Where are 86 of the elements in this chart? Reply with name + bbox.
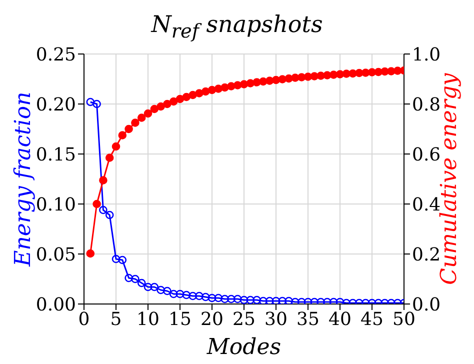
y2-tick-label: 1.0 (412, 44, 441, 66)
y-tick-label: 0.15 (36, 144, 76, 166)
y2-tick-label: 0.2 (412, 244, 441, 266)
point (124, 124, 133, 134)
point (329, 298, 338, 304)
point (144, 282, 152, 292)
point (252, 296, 261, 304)
point (163, 286, 172, 296)
point (188, 90, 197, 100)
y-axis-title: Energy fraction (11, 92, 36, 268)
point (86, 249, 95, 258)
point (214, 294, 223, 302)
point (112, 142, 120, 151)
point (227, 294, 236, 304)
point (265, 296, 274, 304)
point (316, 298, 325, 304)
point (150, 282, 159, 292)
x-axis-title: Modes (206, 335, 282, 360)
x-tick-label: 25 (232, 308, 256, 330)
point (92, 100, 101, 108)
x-tick-label: 5 (110, 308, 122, 330)
point (310, 298, 319, 304)
point (137, 278, 146, 288)
point (195, 292, 204, 300)
point (208, 294, 216, 302)
point (278, 296, 287, 304)
point (99, 206, 108, 214)
point (284, 296, 293, 304)
y-tick-label: 0.25 (36, 44, 76, 66)
point (201, 292, 210, 302)
point (201, 87, 210, 96)
point (220, 294, 229, 304)
point (323, 298, 332, 304)
point (176, 290, 184, 298)
point (118, 256, 127, 264)
point (195, 89, 204, 98)
point (112, 254, 120, 264)
y-tick-label: 0.10 (36, 194, 76, 216)
point (240, 296, 248, 304)
point (304, 298, 312, 304)
y-tick-label: 0.20 (36, 94, 76, 116)
point (105, 210, 114, 220)
point (182, 92, 191, 102)
point (291, 298, 300, 304)
y-tick-label: 0.05 (36, 244, 76, 266)
x-tick-label: 0 (78, 308, 90, 330)
y-tick-label: 0.00 (36, 294, 76, 316)
chart-title: N$_{ref}$ snapshots (150, 11, 324, 43)
point (252, 78, 261, 86)
x-tick-label: 10 (136, 308, 160, 330)
point (124, 274, 133, 282)
point (188, 292, 197, 300)
point (105, 154, 114, 162)
point (227, 82, 236, 90)
point (176, 94, 184, 104)
point (86, 98, 95, 106)
y2-tick-label: 0.8 (412, 94, 441, 116)
point (99, 176, 108, 184)
point (144, 109, 152, 118)
x-tick-label: 20 (200, 308, 224, 330)
point (297, 298, 306, 304)
point (240, 80, 248, 88)
x-tick-label: 15 (168, 308, 192, 330)
point (131, 274, 140, 284)
point (259, 296, 268, 304)
x-tick-label: 50 (392, 308, 416, 330)
x-tick-label: 35 (296, 308, 320, 330)
x-tick-label: 30 (264, 308, 288, 330)
point (246, 296, 255, 304)
point (233, 294, 242, 304)
point (272, 296, 280, 304)
point (336, 298, 344, 304)
point (118, 131, 127, 140)
point (156, 102, 165, 111)
point (150, 104, 159, 114)
point (182, 290, 191, 300)
point (163, 100, 172, 108)
point (131, 118, 140, 127)
point (137, 114, 146, 122)
x-tick-label: 40 (328, 308, 352, 330)
x-tick-label: 45 (360, 308, 384, 330)
point (156, 286, 165, 294)
point (169, 290, 178, 298)
point (92, 200, 101, 208)
point (169, 97, 178, 106)
y2-tick-label: 0.6 (412, 144, 441, 166)
